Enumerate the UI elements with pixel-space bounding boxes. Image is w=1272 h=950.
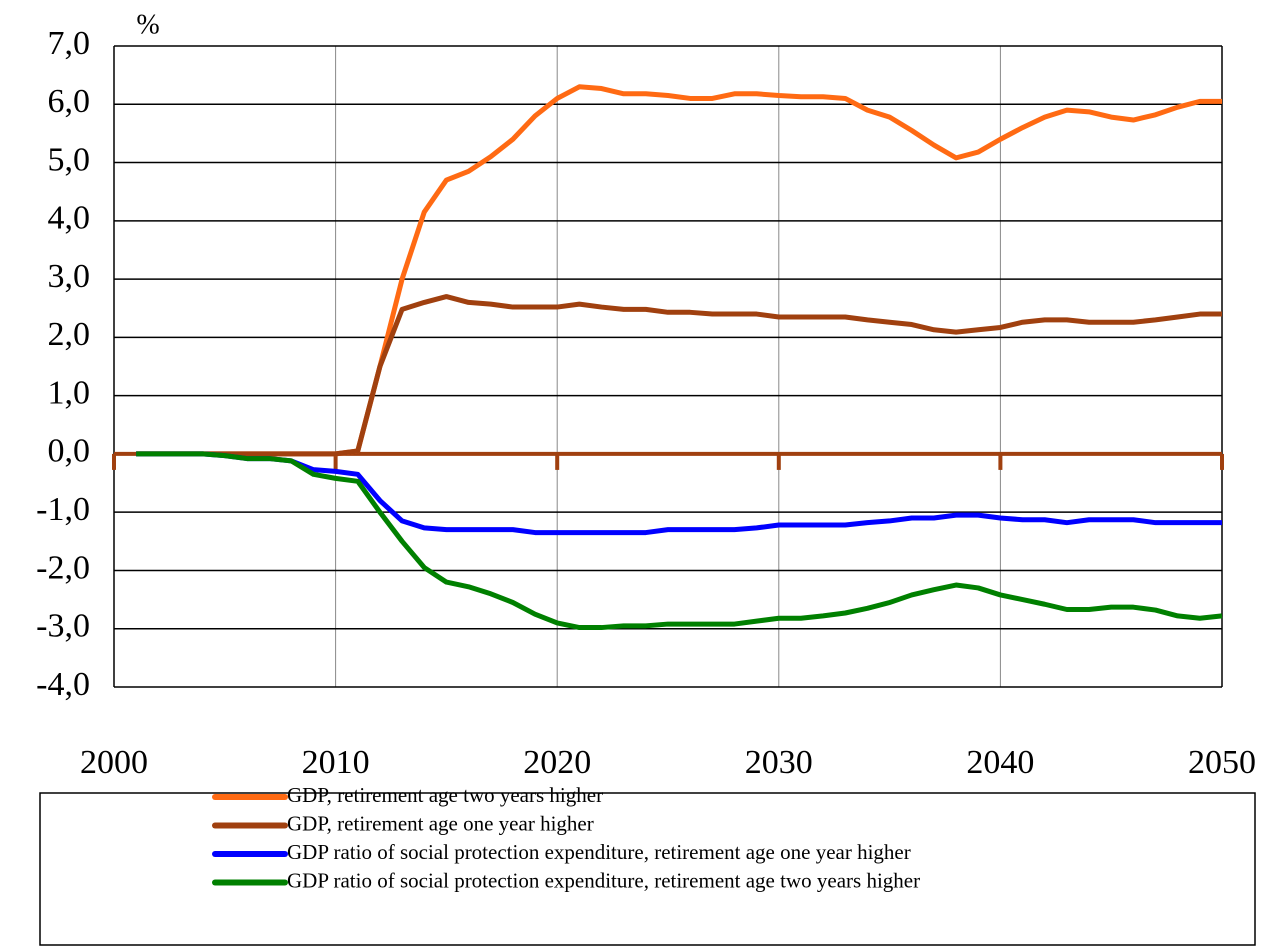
- x-tick-label: 2020: [523, 744, 591, 781]
- y-tick-label: 0,0: [48, 433, 91, 470]
- x-tick-label: 2010: [302, 744, 370, 781]
- series-line: [136, 451, 1223, 631]
- x-tick-label: 2050: [1188, 744, 1256, 781]
- y-tick-label: 2,0: [48, 316, 91, 353]
- y-tick-label: 7,0: [48, 25, 91, 62]
- y-tick-label: -1,0: [36, 491, 90, 528]
- series-line: [136, 451, 1222, 536]
- y-tick-label: 5,0: [48, 141, 91, 178]
- series-line: [136, 294, 1222, 457]
- y-axis-label: %: [136, 9, 159, 40]
- y-tick-label: 6,0: [48, 83, 91, 120]
- legend-label: GDP, retirement age one year higher: [287, 811, 594, 835]
- x-tick-label: 2000: [80, 744, 148, 781]
- y-tick-label: -3,0: [36, 608, 90, 645]
- legend-label: GDP ratio of social protection expenditu…: [287, 868, 920, 892]
- legend-box: [39, 792, 1256, 946]
- x-tick-label: 2040: [966, 744, 1034, 781]
- x-tick-label: 2030: [745, 744, 813, 781]
- y-tick-label: 3,0: [48, 258, 91, 295]
- y-tick-label: 1,0: [48, 374, 91, 411]
- legend-label: GDP ratio of social protection expenditu…: [287, 840, 911, 864]
- legend-label: GDP, retirement age two years higher: [287, 783, 603, 807]
- y-tick-label: 4,0: [48, 200, 91, 237]
- y-tick-label: -4,0: [36, 666, 90, 703]
- y-tick-label: -2,0: [36, 549, 90, 586]
